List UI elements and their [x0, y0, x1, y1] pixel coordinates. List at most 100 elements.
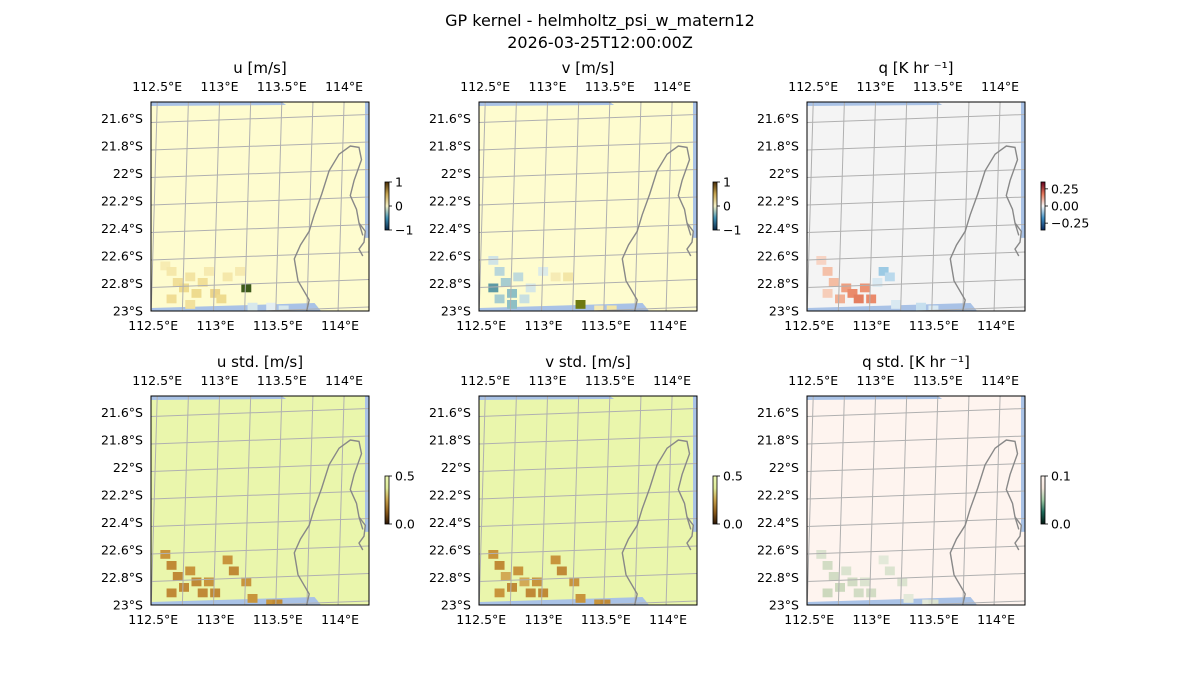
y-tick-label: 22°S	[769, 460, 799, 475]
gridline-lat	[479, 141, 697, 151]
gridline-lon	[541, 102, 549, 311]
data-cell	[884, 566, 895, 576]
gridline-lon	[993, 102, 1001, 311]
data-cell	[500, 278, 511, 287]
panel-6: q std. [K hr ⁻¹] 112.5°E 112.5°E 113°E 113°E…	[757, 353, 1071, 627]
gridline-lat	[151, 224, 369, 233]
gridline-lat	[151, 463, 369, 472]
x-tick-label-top: 113.5°E	[913, 373, 963, 388]
data-cell	[166, 588, 177, 598]
coastline	[293, 145, 364, 311]
gridline-lon	[181, 102, 189, 311]
ocean-strip-north	[151, 396, 287, 400]
data-cell	[531, 577, 542, 587]
x-tick-label-bottom: 114°E	[977, 318, 1015, 333]
figure-subtitle: 2026-03-25T12:00:00Z	[507, 33, 693, 52]
y-tick-label: 22.4°S	[757, 221, 799, 236]
data-cell	[525, 588, 536, 598]
y-tick-label: 22.6°S	[757, 543, 799, 558]
gridline-lon	[572, 102, 580, 311]
gridline-lat	[151, 114, 369, 123]
data-cell	[513, 272, 524, 282]
panel-2: v [m/s]112.5°E112.5°E113°E113°E113.5°E11…	[429, 59, 741, 333]
y-tick-label: 23°S	[441, 304, 471, 319]
gridline-lat	[479, 169, 697, 178]
data-cell	[816, 256, 827, 265]
gridline-lon	[962, 396, 970, 605]
x-tick-label-bottom: 113.5°E	[909, 612, 959, 627]
data-cell	[866, 588, 877, 598]
coastline-hook	[1014, 516, 1023, 551]
gridline-lat	[479, 224, 697, 233]
data-cell	[828, 278, 839, 287]
gridline-lon	[931, 102, 939, 311]
ocean-strip-south	[151, 303, 322, 311]
y-tick-label: 22.6°S	[101, 543, 143, 558]
x-tick-label-top: 112.5°E	[460, 79, 510, 94]
data-cell	[222, 555, 233, 565]
data-cell	[525, 283, 536, 293]
data-cell	[513, 566, 524, 576]
data-cell	[569, 577, 580, 587]
gridline-lat	[151, 518, 369, 527]
map-area	[479, 102, 697, 311]
gridline-lat	[151, 408, 369, 417]
gridline-lon	[807, 396, 814, 605]
x-tick-label-top: 113°E	[529, 373, 567, 388]
data-cell	[488, 283, 499, 293]
y-tick-label: 22.8°S	[101, 276, 143, 291]
y-tick-label: 23°S	[769, 598, 799, 613]
y-tick-label: 22.8°S	[757, 276, 799, 291]
data-cell	[859, 283, 870, 293]
y-tick-label: 22.8°S	[429, 276, 471, 291]
x-tick-label-top: 114°E	[325, 373, 363, 388]
data-cell	[222, 272, 233, 282]
y-tick-label: 21.8°S	[101, 139, 143, 154]
gridline-lon	[337, 396, 345, 605]
x-tick-label-top: 112.5°E	[788, 79, 838, 94]
x-tick-label-bottom: 112.5°E	[784, 612, 834, 627]
x-tick-label-top: 112.5°E	[132, 373, 182, 388]
panel-title: v std. [m/s]	[545, 353, 631, 371]
ocean-strip-north	[807, 396, 943, 400]
y-tick-label: 22.8°S	[429, 570, 471, 585]
y-tick-label: 22.6°S	[429, 543, 471, 558]
gridline-lat	[574, 600, 697, 605]
data-cell	[835, 294, 845, 304]
gridline-lon	[900, 396, 908, 605]
ocean-strip-south	[479, 303, 650, 311]
colorbar-tick-label: −1	[723, 223, 741, 238]
y-tick-label: 22.6°S	[429, 249, 471, 264]
data-cell	[866, 294, 877, 304]
gridline-lon	[1024, 301, 1025, 311]
data-cell	[928, 305, 939, 311]
data-cell	[185, 272, 196, 282]
data-cell	[266, 302, 277, 311]
data-cell	[575, 300, 586, 309]
gridline-lat	[479, 408, 697, 417]
y-tick-label: 21.8°S	[429, 139, 471, 154]
map-area	[479, 396, 697, 605]
data-cell	[210, 588, 221, 598]
x-tick-label-top: 114°E	[325, 79, 363, 94]
data-cell	[550, 555, 561, 565]
data-cell	[835, 583, 845, 592]
gridline-lat	[479, 279, 697, 288]
data-cell	[172, 278, 183, 287]
data-cell	[203, 577, 214, 587]
colorbar-tick-label: 0.5	[395, 469, 415, 484]
data-cell	[847, 577, 858, 587]
data-cell	[916, 302, 926, 311]
gridline-lat	[807, 251, 1025, 261]
data-cell	[191, 577, 202, 587]
x-tick-label-bottom: 114°E	[321, 318, 359, 333]
x-tick-label-bottom: 112.5°E	[456, 318, 506, 333]
colorbar-tick-label: 0	[723, 199, 731, 214]
data-cell	[828, 572, 839, 581]
data-cell	[853, 588, 864, 598]
y-tick-label: 22°S	[113, 166, 143, 181]
y-tick-label: 22.2°S	[429, 488, 471, 503]
gridline-lat	[151, 279, 369, 288]
colorbar-tick-label: 0.0	[395, 517, 415, 532]
gridline-lat	[479, 435, 697, 445]
